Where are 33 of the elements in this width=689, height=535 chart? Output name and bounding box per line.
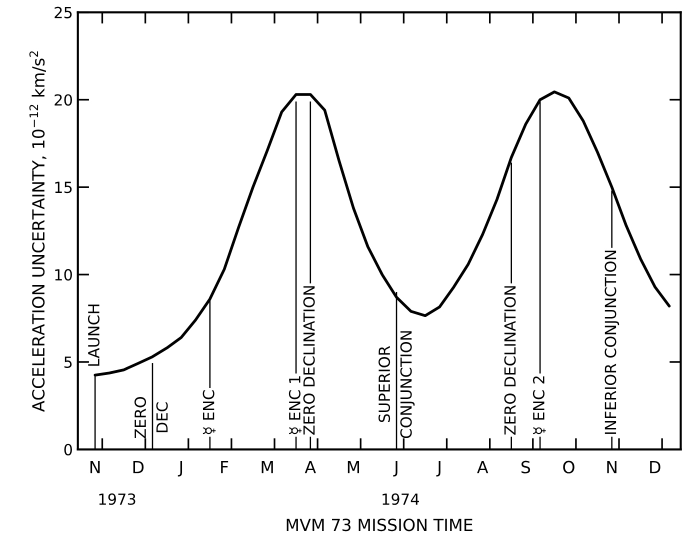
- annotation: ☿ ENC: [202, 390, 216, 434]
- annotation: SUPERIOR CONJUNCTION: [378, 331, 415, 438]
- x-tick-label: D: [133, 461, 144, 474]
- annotation: ☿ ENC 1: [288, 376, 302, 434]
- x-tick-label: F: [221, 461, 228, 474]
- x-tick-label: J: [436, 461, 440, 477]
- x-tick-label: J: [393, 461, 398, 477]
- y-tick-label: 25: [54, 6, 72, 18]
- annotation: INFERIOR CONJUNCTION: [604, 250, 620, 434]
- y-tick-label: 10: [55, 269, 72, 281]
- x-tick-label: O: [563, 460, 574, 474]
- x-tick-label: J: [178, 461, 182, 477]
- x-tick-label: D: [650, 461, 660, 474]
- y-tick-label: 5: [64, 356, 72, 368]
- annotation: ZERO DEC: [134, 397, 168, 438]
- y-axis-title: ACCELERATION UNCERTAINTY, 10$^{−12}$ km/s$^{2}$: [29, 51, 46, 412]
- x-tick-label: S: [522, 460, 530, 474]
- annotation: ZERO DECLINATION: [504, 286, 516, 435]
- text: 1974: [382, 493, 419, 505]
- x-tick-label: M: [348, 461, 360, 474]
- x-axis-title: MVM 73 MISSION TIME: [286, 518, 472, 532]
- x-tick-label: A: [477, 461, 488, 474]
- x-tick-label: A: [304, 461, 316, 474]
- y-tick-label: 15: [55, 182, 72, 194]
- x-tick-label: M: [262, 461, 273, 474]
- x-tick-label: N: [607, 461, 616, 474]
- x-tick-label: N: [90, 461, 100, 474]
- y-tick-label: 20: [54, 94, 72, 106]
- annotation: ☿ ENC 2: [532, 376, 546, 434]
- text: 1973: [99, 493, 136, 505]
- y-tick-label: 0: [64, 444, 72, 456]
- annotation: ZERO DECLINATION: [303, 286, 315, 435]
- annotation: LAUNCH: [88, 304, 100, 366]
